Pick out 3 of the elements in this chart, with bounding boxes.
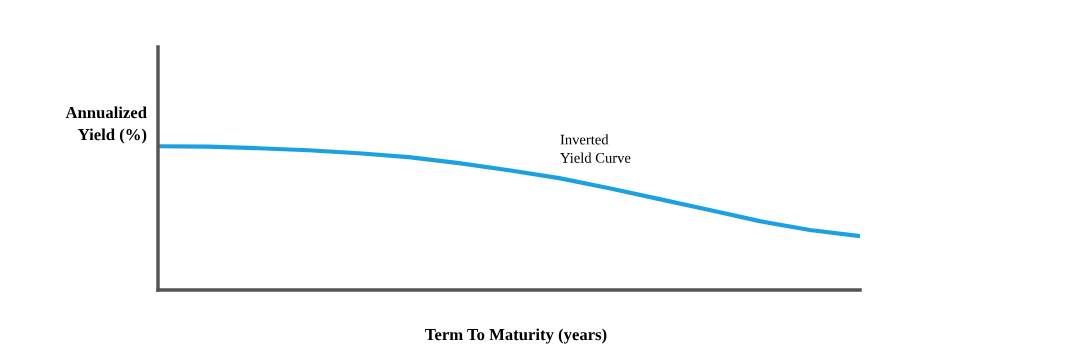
annotation: Inverted Yield Curve [560,134,631,163]
x-axis-title: Term To Maturity (years) [425,328,607,344]
y-axis-title: Annualized Yield (%) [65,106,147,144]
